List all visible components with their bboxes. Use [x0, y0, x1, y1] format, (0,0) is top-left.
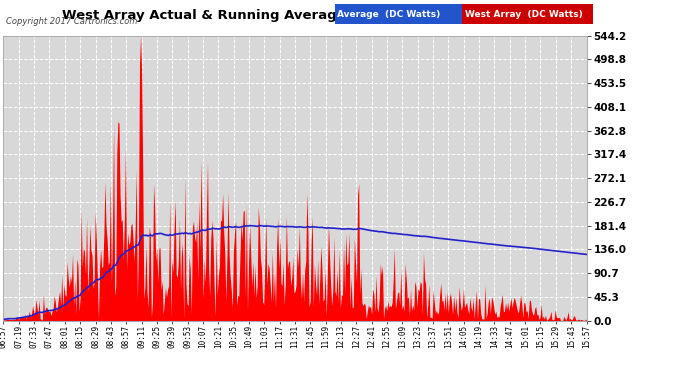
Text: West Array  (DC Watts): West Array (DC Watts) — [465, 10, 583, 18]
Text: Average  (DC Watts): Average (DC Watts) — [337, 10, 441, 18]
Text: West Array Actual & Running Average Power Fri Nov 17 16:05: West Array Actual & Running Average Powe… — [62, 9, 524, 22]
Text: Copyright 2017 Cartronics.com: Copyright 2017 Cartronics.com — [6, 17, 137, 26]
